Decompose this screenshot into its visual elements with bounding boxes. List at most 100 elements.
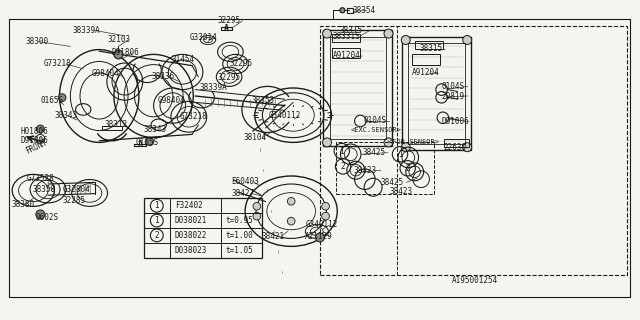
Ellipse shape [253,202,260,210]
Text: 32285: 32285 [63,196,86,205]
Text: 32295: 32295 [218,16,241,25]
Text: 38315: 38315 [339,26,362,35]
Text: 1: 1 [154,216,159,225]
Ellipse shape [316,233,324,242]
Text: G73218: G73218 [44,60,71,68]
Text: t=0.95: t=0.95 [226,216,253,225]
Text: 38331S: 38331S [333,32,360,41]
Text: G340112: G340112 [305,220,338,229]
Bar [320,26,627,275]
Ellipse shape [401,36,410,44]
Text: 0602S: 0602S [35,213,58,222]
Text: 38423: 38423 [390,188,413,196]
Text: 2: 2 [340,162,346,171]
Text: D038023: D038023 [175,246,207,255]
Text: G73528: G73528 [27,174,54,183]
Ellipse shape [322,202,330,210]
Text: 1: 1 [397,150,403,159]
Text: 38353: 38353 [252,96,275,105]
Ellipse shape [287,217,295,225]
Bar [332,34,360,42]
Ellipse shape [253,212,260,220]
Ellipse shape [463,36,472,44]
Text: 38380: 38380 [12,200,35,209]
Text: A91204: A91204 [412,68,439,77]
Text: D038021: D038021 [175,216,207,225]
Text: 0104S: 0104S [364,116,387,125]
Text: 38425: 38425 [380,178,403,187]
Text: 32295: 32295 [229,60,252,68]
Text: 38315: 38315 [419,44,442,53]
Text: 32295: 32295 [218,73,241,82]
Ellipse shape [323,29,332,38]
Text: G33014: G33014 [189,33,217,42]
Bar [144,198,262,258]
Text: 38423: 38423 [354,166,377,175]
Text: G32804: G32804 [63,185,90,194]
Text: <EXC.SENSOR>: <EXC.SENSOR> [351,127,402,133]
Text: E60403: E60403 [231,177,259,186]
Text: A195001254: A195001254 [452,276,498,285]
Text: t=1.05: t=1.05 [226,246,253,255]
Text: 0165S: 0165S [136,138,159,147]
Ellipse shape [384,138,393,147]
Text: 38336: 38336 [152,72,175,81]
Ellipse shape [287,197,295,205]
Text: t=1.00: t=1.00 [226,231,253,240]
Ellipse shape [323,138,332,147]
Text: 38427: 38427 [231,189,254,198]
Ellipse shape [114,50,123,59]
Text: <FOR SENSOR>: <FOR SENSOR> [388,140,439,145]
Text: F32402: F32402 [175,201,202,210]
Bar [102,126,122,130]
Ellipse shape [58,94,66,101]
Text: G73218: G73218 [179,112,207,121]
Ellipse shape [36,210,45,219]
Bar [412,54,440,65]
Text: 38354: 38354 [352,6,375,15]
Ellipse shape [384,29,393,38]
Text: A: A [138,140,143,149]
Text: G98404: G98404 [92,69,119,78]
Bar [330,37,386,139]
Text: FRONT: FRONT [24,138,49,156]
Text: 0104S: 0104S [442,82,465,91]
Bar [415,41,443,49]
Bar [444,139,469,147]
Text: 22630: 22630 [444,143,467,152]
Text: 38104: 38104 [243,133,266,142]
Text: 38343: 38343 [143,125,166,134]
Bar [323,30,392,146]
Text: 2: 2 [154,231,159,240]
Text: H01806: H01806 [20,127,48,136]
Text: 20819: 20819 [442,92,465,100]
Text: A: A [224,24,229,33]
Bar [347,8,353,13]
Bar [402,37,471,150]
Text: 31454: 31454 [172,55,195,64]
Text: 38343: 38343 [54,111,77,120]
Ellipse shape [463,143,472,152]
Ellipse shape [340,8,345,13]
Ellipse shape [146,138,154,146]
Bar [134,143,146,146]
Text: 38312: 38312 [104,120,127,129]
Text: D91006: D91006 [442,117,469,126]
Text: G340112: G340112 [269,111,301,120]
Ellipse shape [322,212,330,220]
Text: 38421: 38421 [262,232,285,241]
Text: 38339A: 38339A [72,26,100,35]
Text: 1: 1 [154,201,159,210]
Text: 2: 2 [405,164,410,173]
Text: A91204: A91204 [333,52,360,60]
Bar [408,43,465,144]
Ellipse shape [36,125,44,133]
Text: 38339A: 38339A [200,83,227,92]
Text: 38358: 38358 [32,185,55,194]
Text: 0165S: 0165S [40,96,63,105]
Text: D038022: D038022 [175,231,207,240]
Text: A21129: A21129 [305,232,333,241]
Bar [336,142,434,194]
Bar [221,27,232,30]
Text: 1: 1 [339,147,344,156]
